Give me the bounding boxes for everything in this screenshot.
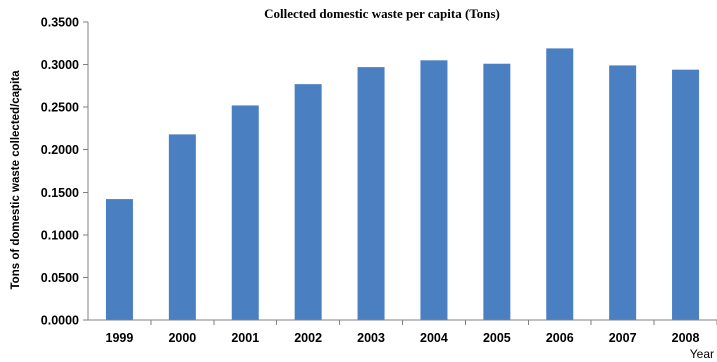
y-tick-label: 0.3000 — [41, 58, 79, 72]
y-tick-label: 0.1500 — [41, 186, 79, 200]
y-tick-label: 0.3500 — [41, 16, 79, 30]
x-tick-label: 2008 — [672, 331, 700, 345]
x-tick-label: 2005 — [483, 331, 511, 345]
bar-2004 — [420, 60, 448, 321]
x-axis-ticks: 1999 2000 2001 2002 2003 2004 2005 2006 2007 2008 — [106, 320, 717, 345]
bar-1999 — [105, 199, 133, 320]
y-tick-label: 0.0500 — [41, 271, 79, 285]
bars — [105, 48, 700, 321]
chart-title: Collected domestic waste per capita (Ton… — [264, 6, 500, 21]
bar-2000 — [168, 134, 196, 320]
x-tick-label: 2006 — [546, 331, 574, 345]
y-tick-label: 0.1000 — [41, 228, 79, 242]
x-tick-label: 2000 — [168, 331, 196, 345]
y-axis-label: Tons of domestic waste collected/capita — [10, 70, 22, 290]
bar-2008 — [672, 69, 700, 321]
x-tick-label: 2004 — [420, 331, 448, 345]
bar-2005 — [483, 63, 511, 320]
x-tick-label: 2007 — [609, 331, 637, 345]
x-axis-label: Year — [690, 347, 714, 361]
x-tick-label: 2003 — [357, 331, 385, 345]
x-tick-label: 1999 — [106, 331, 134, 345]
bar-2002 — [294, 84, 322, 320]
x-tick-label: 2001 — [231, 331, 259, 345]
bar-2006 — [546, 48, 574, 320]
y-tick-label: 0.2500 — [41, 101, 79, 115]
bar-2007 — [609, 65, 637, 321]
y-tick-label: 0.0000 — [41, 314, 79, 328]
y-tick-label: 0.2000 — [41, 143, 79, 157]
x-tick-label: 2002 — [294, 331, 322, 345]
bar-2001 — [231, 105, 259, 320]
bar-2003 — [357, 67, 385, 320]
y-axis-ticks: 0.0000 0.0500 0.1000 0.1500 0.2000 0.2500 0.30… — [41, 16, 88, 328]
